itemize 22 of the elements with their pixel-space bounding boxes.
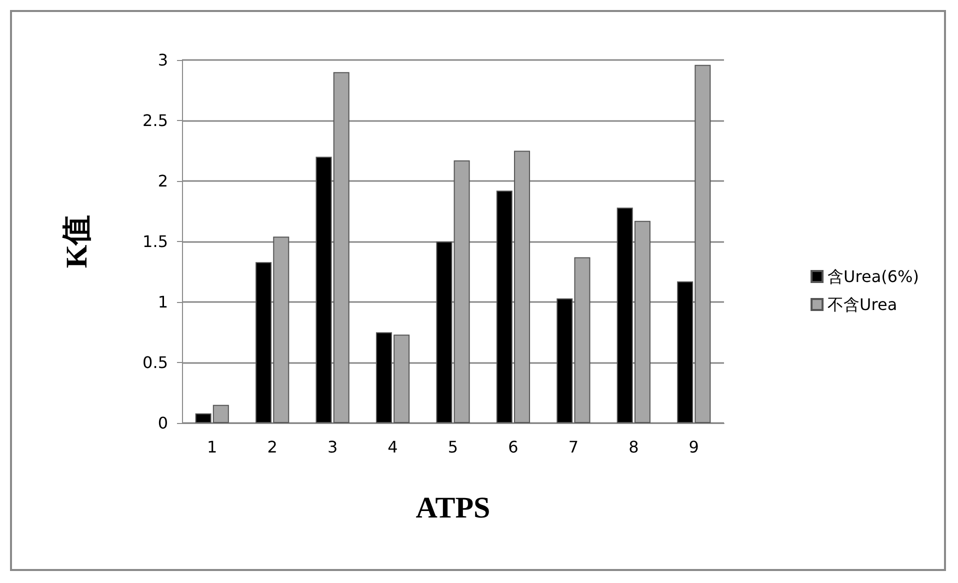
- y-tick-label: 2.5: [142, 111, 168, 130]
- bar: [436, 242, 452, 423]
- legend-label: 不含Urea: [828, 295, 898, 314]
- x-tick-label: 9: [688, 438, 699, 456]
- legend-label: 含Urea(6%): [828, 267, 919, 286]
- x-tick-label: 7: [568, 438, 579, 456]
- x-tick-label: 3: [327, 438, 338, 456]
- x-tick-label: 1: [207, 438, 218, 456]
- x-tick-label: 4: [388, 438, 398, 456]
- x-tick-label: 5: [448, 438, 458, 456]
- y-tick-label: 1.5: [142, 232, 168, 251]
- y-tick-label: 0.5: [142, 353, 168, 372]
- y-tick-label: 2: [158, 172, 168, 190]
- x-tick-label: 8: [628, 438, 639, 456]
- y-tick-label: 3: [158, 50, 168, 70]
- y-axis-title: K值: [60, 214, 94, 268]
- x-tick-label: 2: [267, 438, 278, 456]
- x-tick-label: 6: [508, 438, 518, 456]
- bar: [454, 160, 470, 423]
- y-tick-label: 1: [158, 292, 168, 312]
- x-axis-title: ATPS: [416, 492, 490, 524]
- y-tick-label: 0: [158, 414, 168, 432]
